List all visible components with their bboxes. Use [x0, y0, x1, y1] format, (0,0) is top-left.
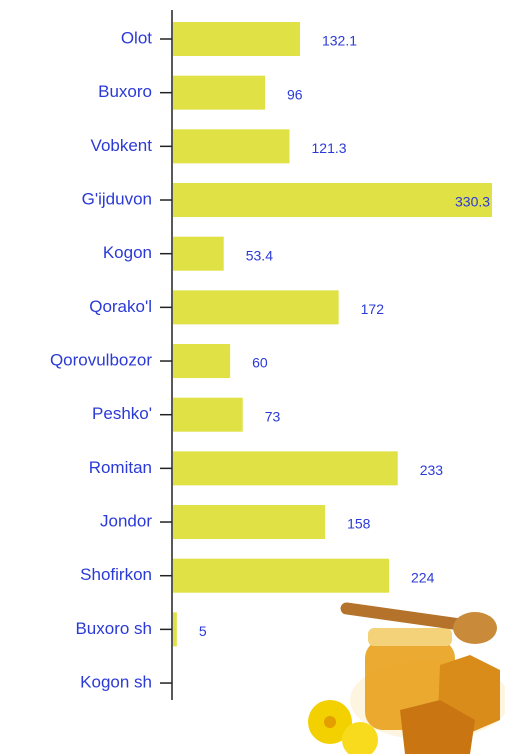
- value-label: 330.3: [455, 194, 490, 210]
- y-tick-label: Peshko': [92, 404, 152, 423]
- value-label: 60: [252, 355, 268, 371]
- y-tick-label: Shofirkon: [80, 565, 152, 584]
- value-label: 96: [287, 86, 303, 102]
- y-tick-label: Qorako'l: [89, 297, 152, 316]
- y-tick-label: Buxoro sh: [75, 619, 152, 638]
- y-tick-label: Vobkent: [91, 136, 153, 155]
- value-label: 224: [411, 569, 435, 585]
- bar: [173, 237, 224, 271]
- value-label: 121.3: [312, 140, 347, 156]
- y-tick-label: Qorovulbozor: [50, 351, 152, 370]
- honey-illustration: [308, 602, 505, 754]
- bar: [173, 290, 339, 324]
- bar: [173, 612, 177, 646]
- bar: [173, 559, 389, 593]
- y-tick-label: Buxoro: [98, 82, 152, 101]
- value-label: 5: [199, 623, 207, 639]
- value-label: 233: [420, 462, 444, 478]
- bar: [173, 183, 492, 217]
- value-label: 158: [347, 516, 371, 532]
- y-tick-label: Jondor: [100, 512, 152, 531]
- value-label: 132.1: [322, 33, 357, 49]
- bar: [173, 505, 325, 539]
- bar: [173, 398, 243, 432]
- y-tick-label: Kogon: [103, 243, 152, 262]
- value-label: 73: [265, 408, 281, 424]
- value-label: 172: [361, 301, 385, 317]
- chart: Olot 132.1 Buxoro 96 Vobkent 121.3 G'ijduvon 33…: [0, 0, 505, 754]
- value-label: 53.4: [246, 247, 273, 263]
- y-tick-label: Kogon sh: [80, 673, 152, 692]
- bar: [173, 76, 265, 110]
- bar: [173, 129, 290, 163]
- bar: [173, 22, 300, 56]
- y-tick-label: Romitan: [89, 458, 152, 477]
- y-tick-label: G'ijduvon: [82, 189, 152, 208]
- bar: [173, 451, 398, 485]
- y-tick-label: Olot: [121, 28, 152, 47]
- bar: [173, 344, 230, 378]
